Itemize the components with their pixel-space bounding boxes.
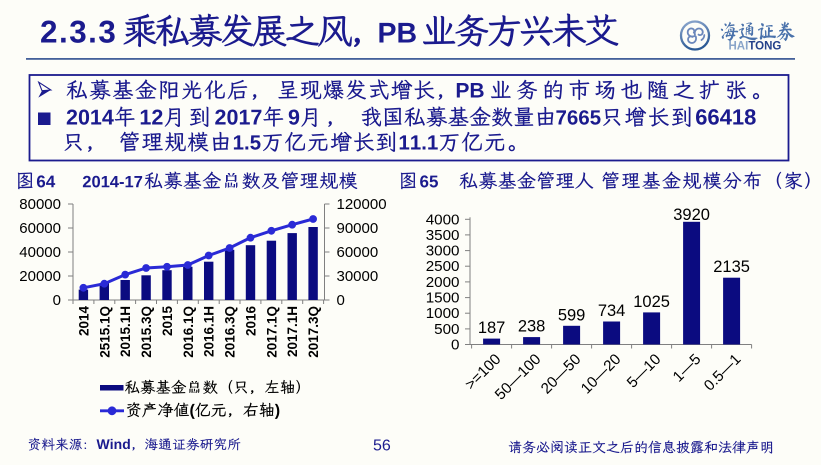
svg-text:2015: 2015 bbox=[160, 306, 175, 337]
svg-text:3000: 3000 bbox=[426, 243, 460, 260]
svg-text:2017.1H: 2017.1H bbox=[285, 306, 300, 357]
svg-text:30000: 30000 bbox=[337, 268, 379, 285]
svg-text:1500: 1500 bbox=[426, 290, 460, 307]
svg-text:187: 187 bbox=[478, 319, 506, 337]
svg-text:2500: 2500 bbox=[426, 258, 460, 275]
svg-text:500: 500 bbox=[434, 321, 459, 338]
svg-text:2515.1Q: 2515.1Q bbox=[97, 306, 112, 358]
svg-text:0: 0 bbox=[53, 292, 61, 309]
svg-text:0: 0 bbox=[451, 337, 459, 354]
svg-text:56: 56 bbox=[373, 438, 391, 455]
svg-text:80000: 80000 bbox=[19, 196, 61, 213]
svg-text:1025: 1025 bbox=[633, 293, 670, 311]
svg-text:2016.3Q: 2016.3Q bbox=[223, 306, 238, 358]
svg-text:2016.1H: 2016.1H bbox=[202, 306, 217, 357]
svg-text:2135: 2135 bbox=[713, 258, 750, 276]
svg-text:HAITONG: HAITONG bbox=[729, 40, 782, 52]
svg-text:238: 238 bbox=[518, 318, 546, 336]
svg-text:2015.3Q: 2015.3Q bbox=[139, 306, 154, 358]
svg-text:2017.3Q: 2017.3Q bbox=[306, 306, 321, 358]
svg-text:734: 734 bbox=[598, 302, 626, 320]
svg-text:20000: 20000 bbox=[19, 268, 61, 285]
svg-text:0: 0 bbox=[337, 292, 345, 309]
svg-text:599: 599 bbox=[558, 306, 586, 324]
svg-text:2000: 2000 bbox=[426, 274, 460, 291]
svg-text:2016: 2016 bbox=[244, 306, 259, 337]
svg-text:60000: 60000 bbox=[337, 244, 379, 261]
svg-text:4000: 4000 bbox=[426, 211, 460, 228]
svg-text:3920: 3920 bbox=[673, 206, 710, 224]
svg-text:60000: 60000 bbox=[19, 220, 61, 237]
svg-text:2017.1Q: 2017.1Q bbox=[264, 306, 279, 358]
svg-text:3500: 3500 bbox=[426, 227, 460, 244]
svg-text:90000: 90000 bbox=[337, 220, 379, 237]
svg-text:2015.1H: 2015.1H bbox=[118, 306, 133, 357]
svg-text:120000: 120000 bbox=[337, 196, 387, 213]
svg-text:40000: 40000 bbox=[19, 244, 61, 261]
svg-text:2014: 2014 bbox=[76, 306, 91, 337]
svg-text:2016.1Q: 2016.1Q bbox=[181, 306, 196, 358]
svg-text:1000: 1000 bbox=[426, 305, 460, 322]
